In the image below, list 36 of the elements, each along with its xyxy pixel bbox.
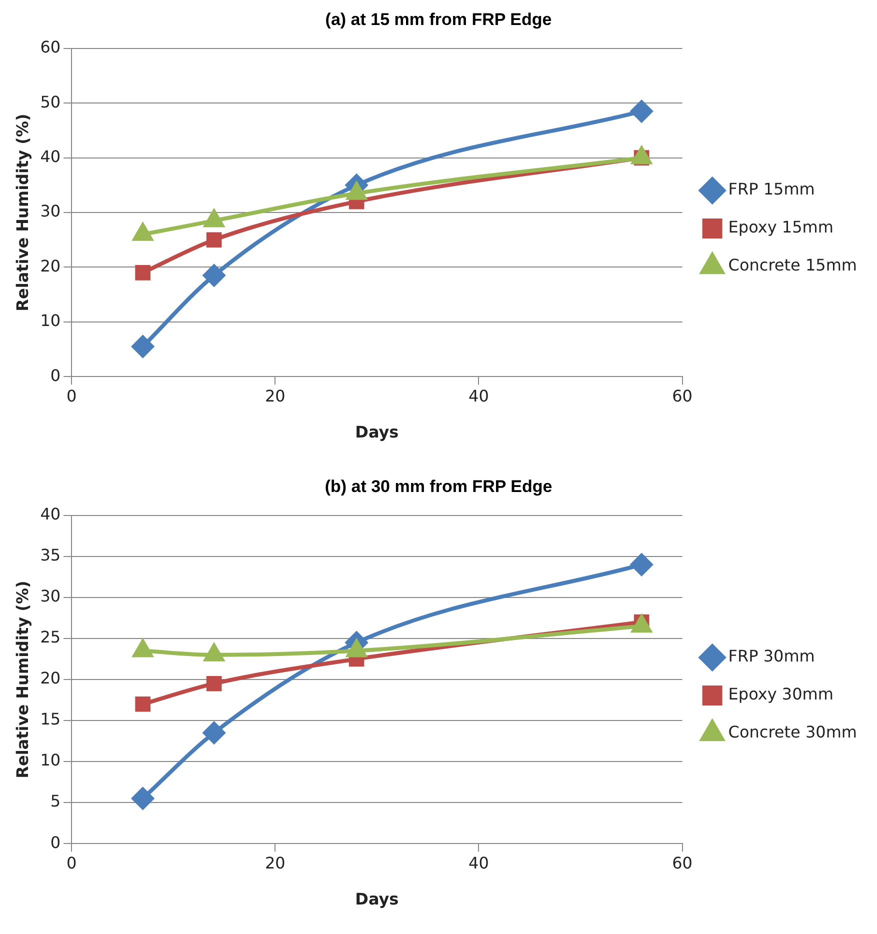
x-tick-label: 40 [468, 853, 489, 872]
x-tick-label: 60 [672, 386, 692, 406]
y-tick-label: 40 [40, 504, 61, 524]
legend-label: Concrete 15mm [728, 256, 857, 275]
x-tick-label: 0 [66, 386, 77, 406]
y-tick-label: 15 [40, 710, 61, 729]
y-tick-label: 30 [40, 586, 61, 606]
y-tick-label: 0 [50, 832, 61, 852]
x-tick-label: 0 [66, 853, 77, 872]
y-tick-label: 10 [40, 311, 61, 330]
chart-title: (b) at 30 mm from FRP Edge [324, 476, 552, 496]
legend-label: Concrete 30mm [728, 722, 857, 742]
y-tick-label: 30 [40, 202, 61, 221]
y-tick-label: 60 [40, 38, 61, 57]
y-axis-title: Relative Humidity (%) [12, 114, 32, 312]
y-tick-label: 10 [40, 750, 61, 770]
x-tick-label: 20 [264, 386, 286, 406]
chart-title: (a) at 15 mm from FRP Edge [325, 10, 552, 29]
y-tick-label: 20 [40, 668, 61, 688]
y-tick-label: 0 [50, 366, 61, 385]
x-axis-title: Days [355, 422, 399, 442]
x-axis-title: Days [355, 890, 399, 909]
y-tick-label: 25 [40, 628, 61, 647]
y-tick-label: 35 [40, 546, 61, 565]
legend-label: FRP 15mm [728, 180, 815, 199]
y-tick-label: 20 [40, 256, 61, 276]
x-tick-label: 20 [264, 853, 286, 872]
legend-label: FRP 30mm [728, 646, 815, 666]
y-tick-label: 5 [50, 792, 61, 811]
legend-label: Epoxy 15mm [728, 218, 834, 237]
x-tick-label: 60 [672, 853, 692, 872]
x-tick-label: 40 [468, 386, 489, 406]
y-tick-label: 40 [40, 146, 61, 166]
legend-label: Epoxy 30mm [728, 684, 834, 704]
y-tick-label: 50 [40, 92, 61, 112]
y-axis-title: Relative Humidity (%) [12, 580, 32, 778]
